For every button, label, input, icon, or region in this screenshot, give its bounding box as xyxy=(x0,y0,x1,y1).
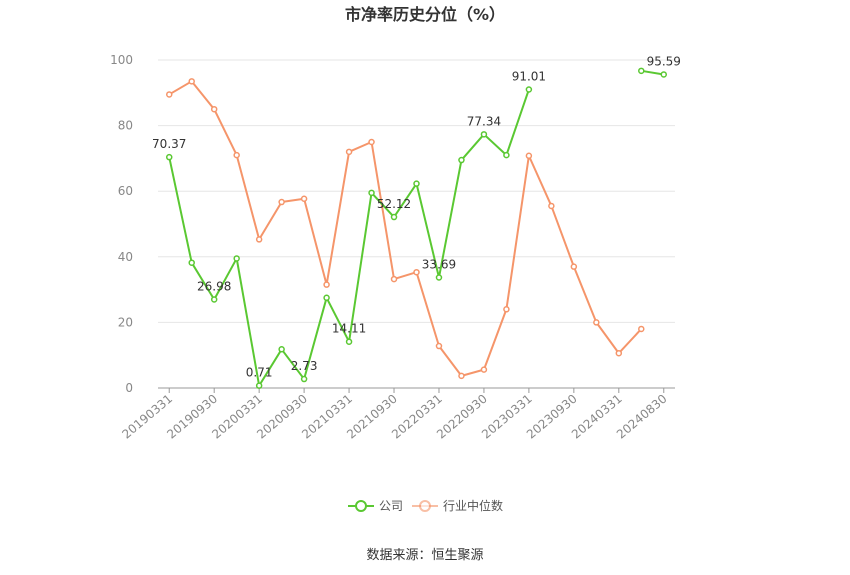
data-point xyxy=(255,382,263,389)
data-label: 2.73 xyxy=(291,359,318,373)
data-label: 91.01 xyxy=(512,69,546,83)
data-point xyxy=(435,274,443,281)
y-tick-label: 60 xyxy=(118,184,133,198)
data-label: 70.37 xyxy=(152,137,186,151)
data-label: 95.59 xyxy=(647,54,681,68)
data-point xyxy=(300,195,308,202)
data-point xyxy=(188,259,195,266)
legend-item-0[interactable]: 公司 xyxy=(348,499,403,513)
data-point xyxy=(435,342,443,350)
chart-title: 市净率历史分位（%） xyxy=(345,5,505,24)
data-point xyxy=(165,153,173,161)
data-point xyxy=(210,105,218,113)
series-layer xyxy=(165,67,668,389)
series-1 xyxy=(165,78,645,380)
series-0 xyxy=(165,67,668,389)
data-label: 77.34 xyxy=(467,114,501,128)
legend[interactable]: 公司 行业中位数 xyxy=(348,498,503,513)
legend-label: 行业中位数 xyxy=(443,498,503,513)
data-point xyxy=(210,296,218,303)
data-point xyxy=(233,255,240,262)
data-point xyxy=(525,86,533,93)
data-point xyxy=(503,306,510,313)
legend-item-1[interactable]: 行业中位数 xyxy=(412,498,503,513)
data-point xyxy=(165,91,173,98)
legend-marker xyxy=(355,500,367,512)
data-point xyxy=(345,148,353,156)
data-point xyxy=(255,236,263,243)
legend-label: 公司 xyxy=(379,499,403,513)
data-point xyxy=(323,294,330,302)
source-note: 数据来源：恒生聚源 xyxy=(366,548,483,563)
y-tick-label: 40 xyxy=(118,250,133,264)
y-axis: 0 20 40 60 80 100 xyxy=(110,53,133,395)
data-point xyxy=(188,78,195,85)
y-tick-label: 80 xyxy=(118,119,133,133)
data-point xyxy=(593,319,600,326)
data-point xyxy=(368,138,375,146)
data-point xyxy=(503,151,510,159)
data-point xyxy=(323,281,330,288)
data-point xyxy=(570,263,578,270)
data-point xyxy=(638,325,645,333)
x-tick-label: 20240830 xyxy=(614,392,670,442)
data-point xyxy=(413,268,420,276)
data-label: 26.98 xyxy=(197,280,231,294)
legend-marker xyxy=(419,500,431,512)
data-point xyxy=(548,202,555,210)
data-label: 33.69 xyxy=(422,257,456,271)
data-point xyxy=(458,372,465,380)
x-axis: 2019033120190930202003312020093020210331… xyxy=(119,387,675,442)
data-point xyxy=(638,67,645,75)
data-point xyxy=(615,349,623,357)
data-point xyxy=(413,180,420,187)
data-label: 0.71 xyxy=(246,366,273,380)
data-labels: 70.37 26.98 0.71 2.73 14.11 52.12 33.69 77.34 91… xyxy=(152,54,681,379)
data-point xyxy=(480,131,488,138)
data-label: 52.12 xyxy=(377,197,411,211)
data-point xyxy=(525,152,533,160)
series-line-0 xyxy=(641,69,664,76)
y-tick-label: 20 xyxy=(118,315,133,329)
series-line-1 xyxy=(168,80,643,377)
data-point xyxy=(300,375,308,383)
data-point xyxy=(345,338,353,345)
y-tick-label: 0 xyxy=(125,381,133,395)
data-point xyxy=(660,71,668,78)
data-point xyxy=(458,156,465,164)
data-point xyxy=(390,213,398,221)
data-point xyxy=(278,198,285,206)
data-point xyxy=(480,366,488,373)
data-point xyxy=(390,275,398,283)
data-point xyxy=(278,346,285,353)
data-label: 14.11 xyxy=(332,322,366,336)
y-tick-label: 100 xyxy=(110,53,133,67)
data-point xyxy=(233,151,240,159)
data-point xyxy=(368,189,375,197)
grid xyxy=(158,59,675,323)
